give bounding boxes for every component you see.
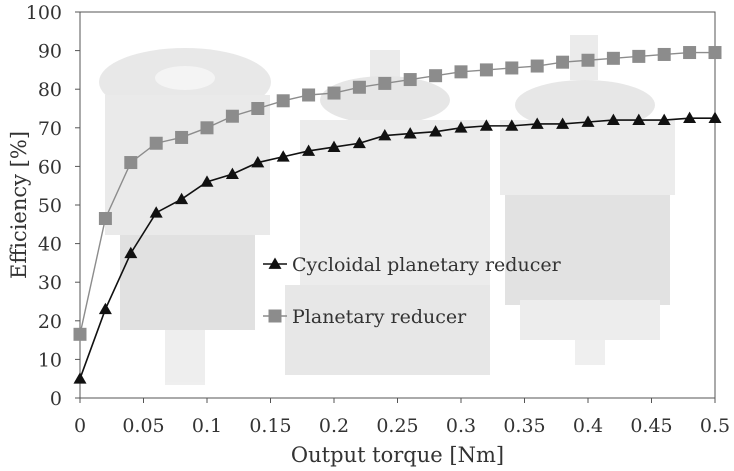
x-tick-label: 0.2 — [319, 415, 349, 437]
series-planetary — [73, 46, 722, 341]
data-point — [708, 111, 722, 124]
x-tick-label: 0.05 — [122, 415, 164, 437]
data-point — [352, 136, 366, 149]
y-tick-label: 70 — [38, 118, 62, 140]
y-axis: 0 10 20 30 40 50 60 70 80 90 100 — [26, 2, 80, 410]
data-point — [149, 136, 163, 150]
data-point — [352, 80, 366, 94]
y-tick-label: 90 — [38, 41, 62, 63]
data-point — [429, 125, 443, 137]
legend-label: Cycloidal planetary reducer — [292, 254, 562, 276]
x-tick-label: 0.45 — [630, 415, 672, 437]
data-point — [683, 111, 697, 124]
data-point — [73, 327, 87, 341]
data-point — [606, 113, 620, 125]
y-tick-label: 60 — [38, 156, 62, 178]
data-point — [708, 46, 722, 60]
data-point — [276, 150, 290, 162]
data-point — [581, 115, 595, 127]
data-point — [175, 130, 189, 144]
data-point — [632, 113, 646, 125]
data-point — [657, 113, 671, 125]
data-point — [73, 372, 87, 384]
data-point — [200, 121, 214, 135]
data-point — [327, 86, 341, 100]
data-point — [225, 109, 239, 123]
y-tick-label: 40 — [38, 234, 62, 256]
y-tick-label: 20 — [38, 311, 62, 333]
x-tick-label: 0 — [74, 415, 86, 437]
data-point — [581, 53, 595, 67]
data-point — [403, 73, 417, 87]
data-point — [505, 119, 519, 131]
data-point — [302, 88, 316, 102]
y-axis-title: Efficiency [%] — [7, 131, 31, 279]
data-point — [530, 117, 544, 129]
data-point — [429, 69, 443, 83]
data-point — [98, 302, 112, 315]
series-layer — [73, 46, 722, 384]
data-point — [454, 65, 468, 79]
data-point — [454, 121, 468, 133]
data-point — [556, 55, 570, 69]
data-point — [225, 167, 239, 179]
data-point — [378, 129, 392, 141]
x-tick-label: 0.15 — [249, 415, 291, 437]
data-point — [632, 49, 646, 63]
x-tick-label: 0.1 — [192, 415, 222, 437]
y-tick-label: 50 — [38, 195, 62, 217]
data-point — [530, 59, 544, 73]
data-point — [556, 117, 570, 129]
series-line — [79, 117, 715, 379]
data-point — [200, 175, 214, 187]
y-tick-label: 10 — [38, 349, 62, 371]
legend-marker — [268, 257, 282, 269]
data-point — [124, 246, 138, 259]
data-point — [251, 102, 265, 115]
x-tick-label: 0.35 — [503, 415, 545, 437]
data-point — [124, 156, 138, 170]
data-point — [479, 119, 493, 131]
y-tick-label: 0 — [50, 388, 62, 410]
legend-item: Planetary reducer — [263, 306, 467, 328]
data-point — [302, 144, 316, 156]
data-point — [479, 63, 493, 77]
x-axis: 0 0.05 0.1 0.15 0.2 0.25 0.3 0.35 0.4 0.45 0.5 — [74, 398, 730, 437]
x-axis-title: Output torque [Nm] — [291, 443, 504, 467]
y-tick-label: 100 — [26, 2, 62, 24]
x-tick-label: 0.3 — [446, 415, 476, 437]
data-point — [175, 192, 189, 205]
data-point — [505, 61, 519, 75]
data-point — [683, 46, 697, 60]
data-point — [251, 156, 265, 168]
y-tick-label: 30 — [38, 272, 62, 294]
data-point — [149, 206, 163, 218]
y-tick-label: 80 — [38, 79, 62, 101]
legend-item: Cycloidal planetary reducer — [263, 254, 562, 276]
data-point — [276, 94, 290, 108]
x-tick-label: 0.25 — [376, 415, 418, 437]
x-tick-label: 0.4 — [573, 415, 603, 437]
data-point — [403, 127, 417, 139]
background-photo — [99, 35, 675, 385]
data-point — [378, 76, 392, 90]
x-tick-label: 0.5 — [700, 415, 730, 437]
legend-marker — [268, 309, 282, 323]
data-point — [657, 47, 671, 61]
legend-label: Planetary reducer — [292, 306, 467, 328]
data-point — [327, 140, 341, 152]
series-cycloidal — [73, 111, 722, 384]
data-point — [606, 51, 620, 65]
data-point — [98, 212, 112, 226]
legend: Cycloidal planetary reducer Planetary red… — [263, 254, 562, 328]
